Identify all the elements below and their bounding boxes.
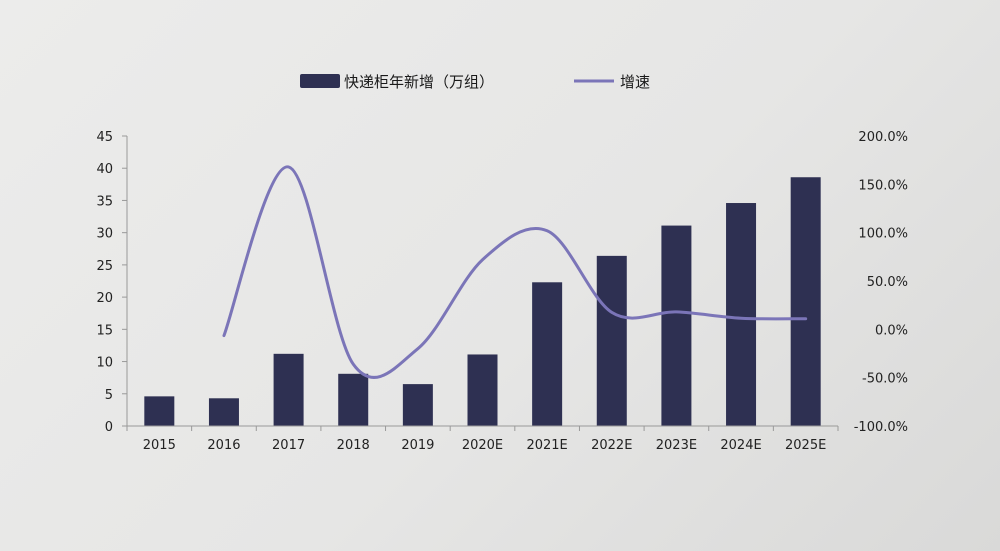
right-tick-label: 50.0% [867, 275, 908, 290]
right-tick-label: 150.0% [858, 178, 908, 193]
x-tick-label: 2018 [337, 438, 370, 453]
left-tick-label: 20 [96, 291, 113, 306]
growth-line [222, 165, 808, 379]
x-tick-label: 2022E [591, 438, 632, 453]
left-tick-label: 5 [105, 388, 113, 403]
bar [208, 398, 239, 426]
bar [273, 353, 304, 426]
left-axis: 0 5 10 15 20 25 30 35 40 45 [96, 130, 128, 435]
x-tick-label: 2017 [272, 438, 305, 453]
x-tick-label: 2019 [401, 438, 434, 453]
bar [532, 282, 563, 426]
bar [726, 203, 757, 426]
bar [790, 177, 821, 426]
x-tick-label: 2023E [656, 438, 697, 453]
x-tick-label: 2021E [526, 438, 567, 453]
x-tick-label: 2024E [720, 438, 761, 453]
bar [596, 255, 627, 426]
right-tick-label: 100.0% [858, 227, 908, 242]
left-tick-label: 35 [96, 194, 113, 209]
right-tick-label: 200.0% [858, 130, 908, 145]
right-tick-label: -50.0% [862, 372, 908, 387]
x-tick-label: 2016 [207, 438, 240, 453]
bar [402, 384, 433, 426]
bar [661, 225, 692, 426]
x-axis: 2015 2016 2017 2018 2019 2020E 2021E 2022E 2023E… [126, 425, 839, 453]
left-tick-label: 40 [96, 162, 113, 177]
left-tick-label: 45 [96, 130, 113, 145]
bar [338, 373, 369, 426]
legend-bar-label: 快递柜年新增（万组） [344, 73, 494, 91]
right-tick-label: 0.0% [875, 323, 908, 338]
legend-bar-swatch [300, 74, 340, 88]
right-tick-label: -100.0% [854, 420, 908, 435]
left-tick-label: 0 [105, 420, 113, 435]
bar-series [144, 177, 821, 426]
left-tick-label: 15 [96, 323, 113, 338]
right-axis: -100.0% -50.0% 0.0% 50.0% 100.0% 150.0% 200.0% [854, 130, 908, 435]
legend: 快递柜年新增（万组） 增速 [300, 73, 650, 91]
growth-line-series [222, 165, 808, 379]
left-tick-label: 10 [96, 356, 113, 371]
x-tick-label: 2020E [462, 438, 503, 453]
bar [144, 396, 175, 426]
left-tick-label: 25 [96, 259, 113, 274]
x-tick-label: 2015 [143, 438, 176, 453]
left-tick-label: 30 [96, 227, 113, 242]
bar [467, 354, 498, 426]
x-tick-label: 2025E [785, 438, 826, 453]
legend-line-label: 增速 [620, 73, 650, 91]
